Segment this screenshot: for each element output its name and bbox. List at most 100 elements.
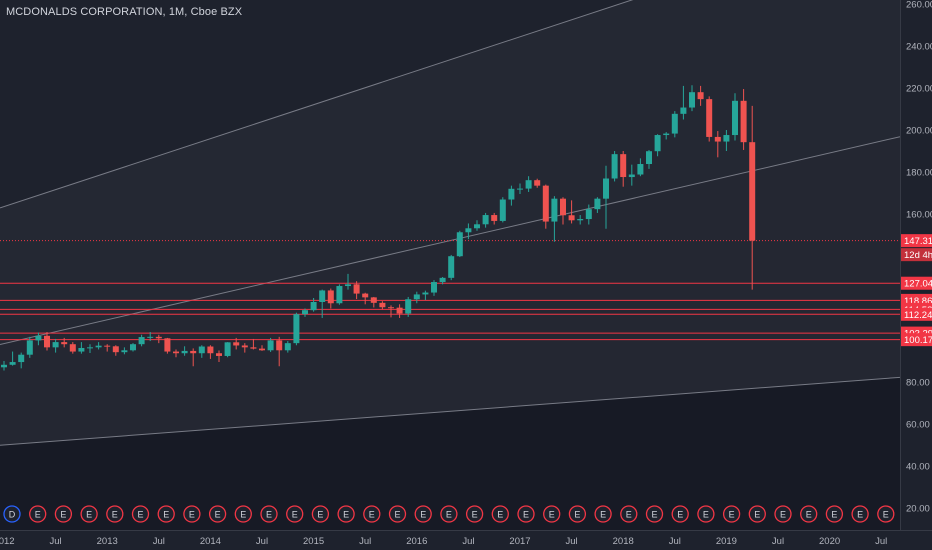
earnings-marker[interactable] (157, 505, 175, 523)
earnings-marker[interactable] (234, 505, 252, 523)
candle-body-2019-03 (646, 151, 652, 165)
last-price-tag-bg (901, 234, 932, 248)
channel-line-1[interactable] (0, 0, 900, 209)
candle-body-2016-07 (370, 297, 377, 303)
earnings-marker[interactable] (645, 505, 664, 523)
candle-body-2016-11 (405, 299, 412, 314)
candle-body-2015-07 (267, 340, 274, 351)
level-tag-5: 100.17 (904, 335, 932, 346)
candle-body-2013-06 (52, 342, 59, 348)
time-tick-label: 2015 (303, 536, 324, 547)
event-marker-label: E (60, 510, 66, 520)
candle-body-2018-07 (577, 219, 584, 221)
candle-body-2019-06 (671, 113, 678, 134)
earnings-marker[interactable] (286, 505, 304, 523)
time-tick-label: 2018 (613, 536, 634, 547)
time-tick-label: Jul (153, 536, 165, 547)
candle-body-2014-06 (155, 336, 162, 339)
earnings-marker[interactable] (106, 505, 124, 523)
candle-body-2015-04 (241, 345, 248, 348)
earnings-marker[interactable] (568, 505, 587, 523)
earnings-marker[interactable] (851, 505, 869, 523)
candle-body-2013-12 (104, 345, 111, 347)
earnings-marker[interactable] (748, 505, 766, 523)
earnings-marker[interactable] (183, 505, 201, 523)
candle-body-2014-02 (121, 350, 128, 353)
level-tag-5-bg (901, 333, 932, 347)
event-marker-label: E (266, 510, 272, 520)
candle-body-2016-09 (388, 307, 394, 309)
earnings-marker[interactable] (697, 505, 715, 523)
time-tick-label: 2014 (200, 536, 221, 547)
event-marker-label: E (163, 510, 169, 520)
earnings-marker[interactable] (543, 505, 561, 523)
candle-body-2019-09 (697, 92, 704, 100)
level-tag-3: 112.24 (904, 310, 932, 321)
earnings-marker[interactable] (131, 505, 150, 523)
earnings-marker[interactable] (800, 505, 818, 523)
time-tick-label: 2016 (406, 536, 427, 547)
candle-body-2013-11 (95, 345, 102, 348)
earnings-marker[interactable] (774, 505, 792, 523)
candle-body-2019-12 (723, 135, 730, 142)
countdown-tag: 12d 4h (904, 250, 932, 261)
earnings-marker[interactable] (54, 505, 73, 523)
candle-body-2013-01 (9, 362, 16, 365)
candle-body-2014-09 (181, 350, 188, 354)
earnings-marker[interactable] (620, 505, 638, 523)
event-marker-label: E (651, 510, 657, 520)
price-tick-label: 200.00 (906, 126, 932, 137)
earnings-marker[interactable] (671, 505, 689, 523)
price-tick-label: 40.00 (906, 462, 930, 473)
time-tick-label: 2019 (716, 536, 737, 547)
candle-body-2017-07 (474, 224, 480, 229)
earnings-marker[interactable] (29, 505, 47, 523)
candle-body-2018-01 (525, 180, 532, 189)
candle-body-2013-02 (18, 354, 25, 363)
candle-body-2016-01 (319, 290, 326, 302)
candle-body-2013-10 (87, 347, 93, 349)
countdown-tag-bg (901, 248, 932, 262)
earnings-marker[interactable] (491, 505, 509, 523)
earnings-marker[interactable] (465, 505, 484, 523)
time-tick-label: 2012 (0, 536, 15, 547)
candle-body-2019-01 (628, 174, 635, 178)
earnings-marker[interactable] (414, 505, 432, 523)
level-tag-0: 127.04 (904, 279, 932, 290)
candle-body-2018-06 (568, 215, 575, 221)
event-marker-label: E (574, 510, 580, 520)
earnings-marker[interactable] (594, 505, 612, 523)
price-tick-label: 260.00 (906, 0, 932, 11)
candle-body-2019-04 (654, 135, 661, 152)
event-marker-label: E (86, 510, 92, 520)
earnings-marker[interactable] (363, 505, 381, 523)
candle-body-2020-02 (740, 100, 747, 143)
time-axis[interactable]: 2012 Jul 2013 Jul 2014 Jul 2015 Jul 2016 Jul 2017 J… (0, 536, 887, 547)
earnings-marker[interactable] (722, 505, 741, 523)
candle-body-2016-06 (362, 293, 369, 298)
candle-body-2017-11 (508, 188, 515, 200)
candle-body-2015-03 (233, 342, 240, 346)
candle-body-2013-03 (26, 340, 33, 355)
earnings-marker[interactable] (825, 505, 844, 523)
earnings-marker[interactable] (260, 505, 278, 523)
candle-body-2015-10 (293, 314, 300, 344)
candle-body-2014-03 (130, 344, 136, 351)
earnings-marker[interactable] (517, 505, 535, 523)
earnings-marker[interactable] (440, 505, 458, 523)
time-tick-label: Jul (875, 536, 887, 547)
earnings-marker[interactable] (877, 505, 895, 523)
candle-body-2014-10 (190, 350, 197, 354)
event-marker-label: E (497, 510, 503, 520)
earnings-marker[interactable] (311, 505, 330, 523)
earnings-marker[interactable] (388, 505, 407, 523)
earnings-marker[interactable] (337, 505, 355, 523)
dividend-marker[interactable] (3, 505, 21, 523)
candle-body-2013-04 (35, 335, 42, 341)
channel-line-3[interactable] (0, 376, 901, 446)
earnings-marker[interactable] (208, 505, 227, 523)
event-marker-label: E (420, 510, 426, 520)
earnings-marker[interactable] (80, 505, 98, 523)
